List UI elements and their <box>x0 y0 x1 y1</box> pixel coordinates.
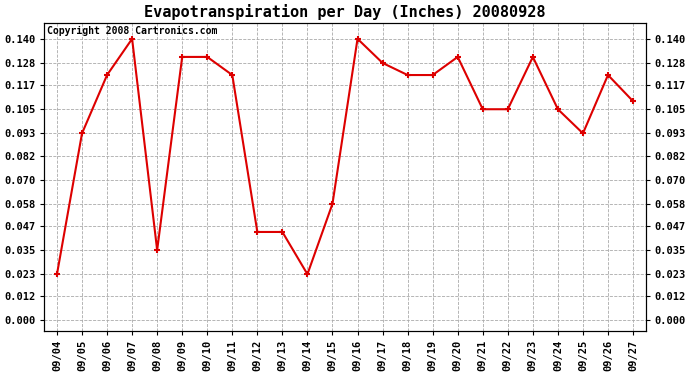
Text: Copyright 2008 Cartronics.com: Copyright 2008 Cartronics.com <box>48 26 218 36</box>
Title: Evapotranspiration per Day (Inches) 20080928: Evapotranspiration per Day (Inches) 2008… <box>144 4 546 20</box>
